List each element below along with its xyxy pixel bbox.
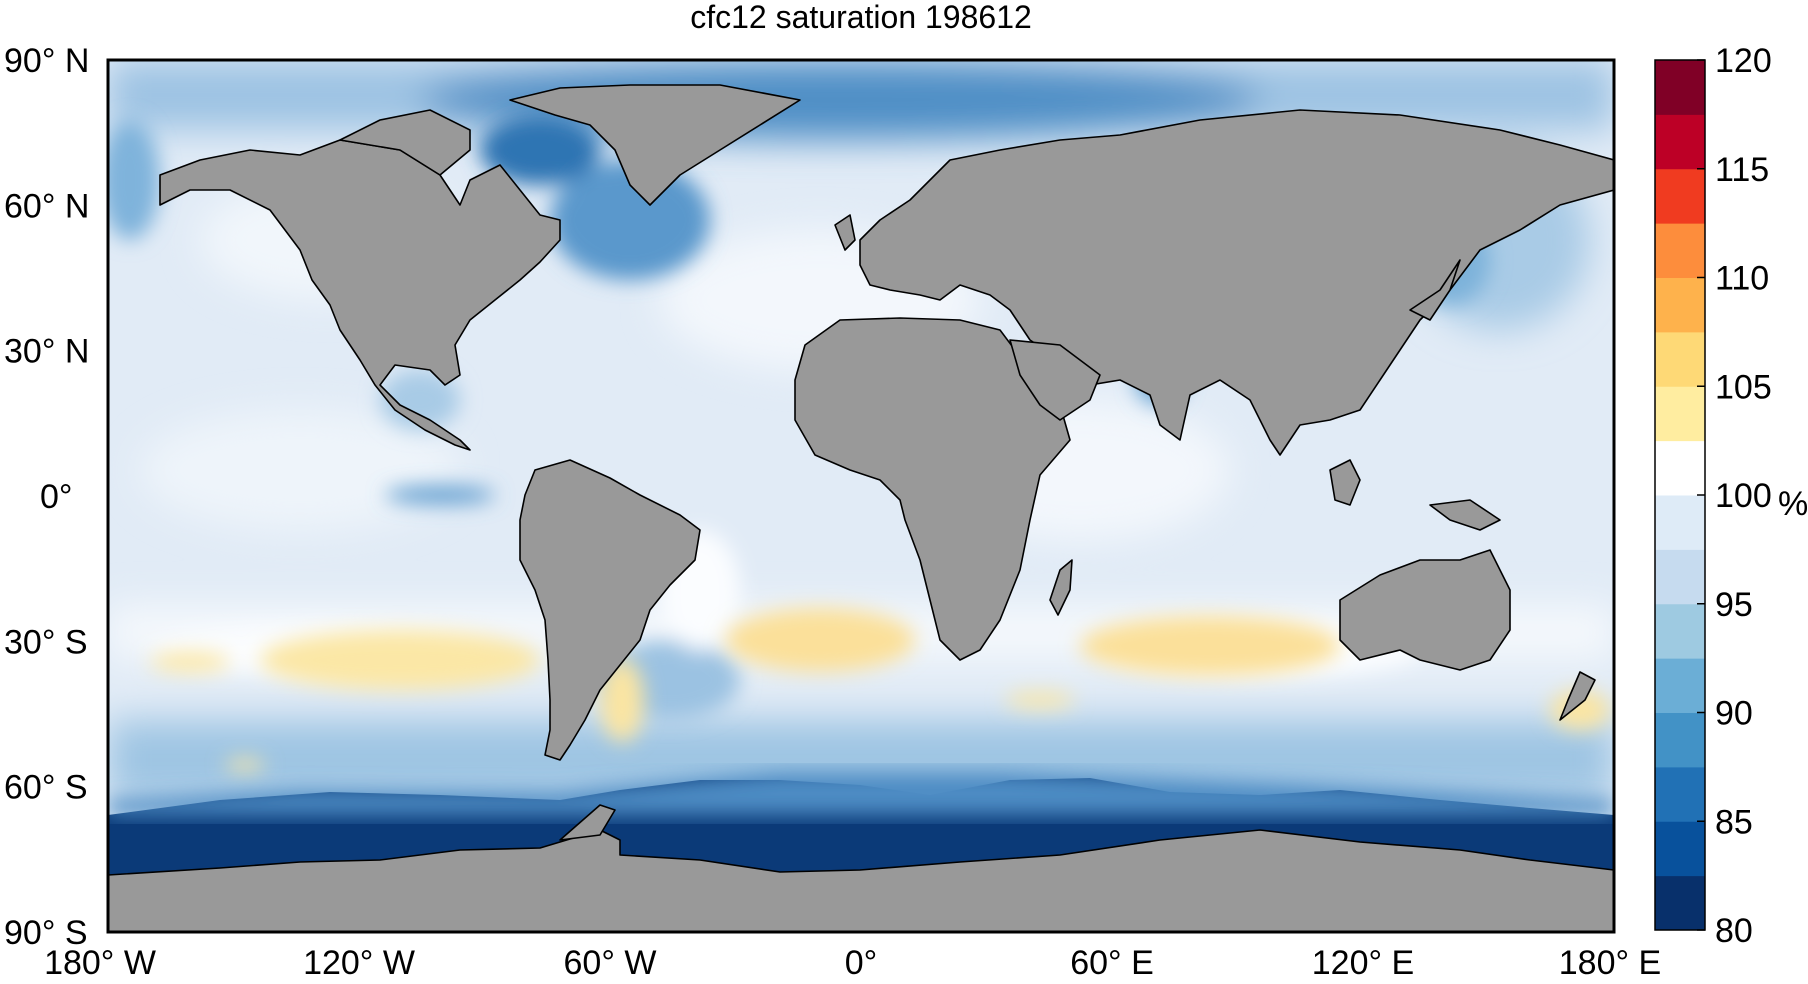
- land-new-guinea: [1429, 499, 1501, 531]
- lat-tick-label: 60° N: [4, 187, 89, 225]
- colorbar-tick-label: 120: [1715, 42, 1772, 80]
- lon-tick-label: 0°: [845, 944, 878, 982]
- colorbar-tick-label: 110: [1715, 260, 1769, 298]
- colorbar-tick-label: 90: [1715, 695, 1753, 733]
- lon-tick-label: 120° E: [1312, 944, 1414, 982]
- land-eurasia: [859, 109, 1614, 456]
- colorbar-swatch: [1655, 331, 1705, 387]
- lon-tick-label: 60° W: [564, 944, 657, 982]
- land-hudson-frame: [339, 109, 471, 176]
- colorbar-swatch: [1655, 875, 1705, 931]
- colorbar: 80 85 90 95 100 105 110 115 120 %: [1654, 42, 1808, 950]
- land-north-america: [159, 139, 561, 451]
- map-area: [108, 60, 1614, 932]
- map-title: cfc12 saturation 198612: [690, 0, 1032, 35]
- lat-tick-label: 30° S: [4, 623, 88, 661]
- colorbar-swatch: [1655, 440, 1705, 496]
- colorbar-tick-label: 105: [1715, 368, 1772, 406]
- colorbar-swatch: [1655, 821, 1705, 877]
- colorbar-tick-label: 80: [1715, 912, 1753, 950]
- lon-tick-label: 180° E: [1559, 944, 1661, 982]
- colorbar-swatch: [1655, 495, 1705, 550]
- colorbar-swatch: [1655, 223, 1705, 278]
- land-uk: [834, 214, 856, 251]
- land-borneo: [1329, 459, 1361, 506]
- colorbar-swatch: [1655, 168, 1705, 224]
- colorbar-swatch: [1655, 712, 1705, 768]
- landmasses: [108, 84, 1614, 932]
- land-australia: [1339, 549, 1511, 671]
- lat-tick-label: 30° N: [4, 333, 89, 371]
- colorbar-tick-label: 100: [1715, 477, 1772, 515]
- lat-tick-label: 90° N: [4, 42, 89, 80]
- lat-tick-label: 60° S: [4, 769, 88, 807]
- lat-tick-label: 0°: [40, 478, 73, 516]
- latitude-axis: 90° N 60° N 30° N 0° 30° S 60° S 90° S: [4, 42, 89, 952]
- longitude-axis: 180° W 120° W 60° W 0° 60° E 120° E 180° E: [44, 944, 1661, 982]
- lon-tick-label: 60° E: [1070, 944, 1154, 982]
- land-greenland: [509, 84, 801, 206]
- colorbar-swatch: [1655, 766, 1705, 822]
- colorbar-tick-label: 95: [1715, 586, 1753, 624]
- land-madagascar: [1049, 559, 1073, 616]
- colorbar-unit: %: [1778, 485, 1808, 523]
- map-frame: [106, 58, 1616, 934]
- land-antarctic-peninsula: [559, 804, 616, 841]
- colorbar-swatch: [1655, 386, 1705, 442]
- lon-tick-label: 120° W: [303, 944, 415, 982]
- land-arabia: [1009, 339, 1101, 421]
- lon-tick-label: 180° W: [44, 944, 156, 982]
- lat-tick-label: 90° S: [4, 914, 88, 952]
- land-south-america: [519, 459, 701, 761]
- colorbar-swatch: [1655, 60, 1705, 115]
- colorbar-swatch: [1655, 114, 1705, 170]
- land-africa: [794, 317, 1071, 661]
- colorbar-tick-label: 115: [1715, 151, 1769, 189]
- land-new-zealand: [1559, 671, 1596, 721]
- colorbar-tick-label: 85: [1715, 803, 1753, 841]
- colorbar-swatch: [1655, 658, 1705, 713]
- colorbar-swatch: [1655, 603, 1705, 659]
- land-antarctica: [108, 829, 1614, 932]
- colorbar-swatch: [1655, 549, 1705, 605]
- land-japan: [1409, 259, 1461, 321]
- colorbar-swatch: [1655, 277, 1705, 333]
